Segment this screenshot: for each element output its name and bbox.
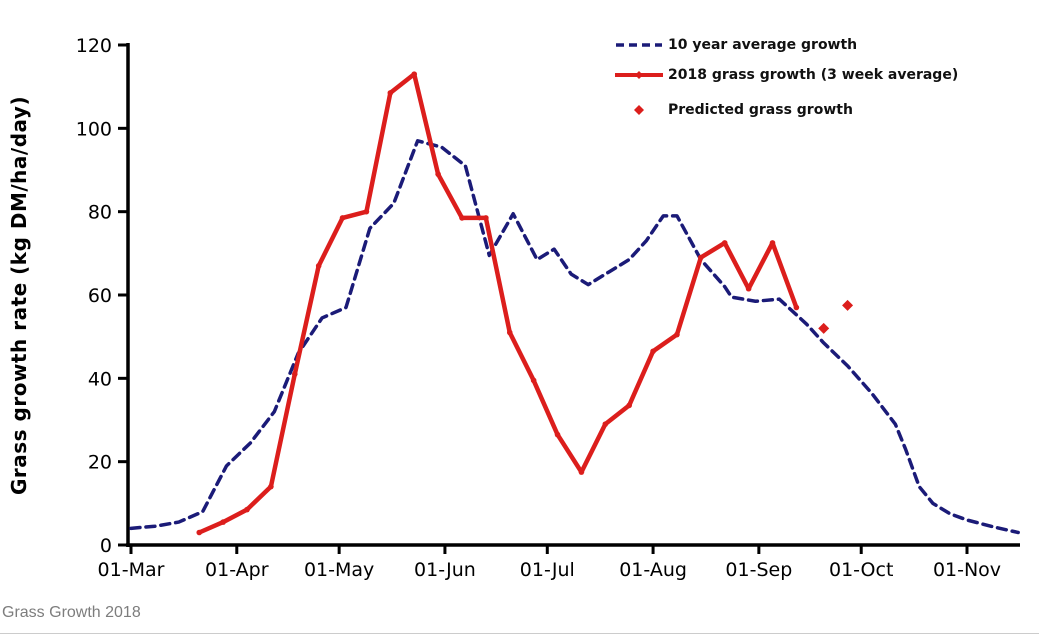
predicted-diamond [818,322,830,334]
diamond-icon [634,105,644,115]
grass-2018-marker [459,215,465,221]
plot-area: 0 20 40 60 80 100 120 01-Mar 01-Apr 01-May 01-Jun 0… [76,35,1020,581]
legend-label-predicted: Predicted grass growth [668,102,853,118]
grass-2018-marker [268,483,274,490]
legend-item-10-year-average: 10 year average growth [615,37,857,53]
y-tick-label: 80 [88,202,112,224]
grass-2018-marker [745,285,752,292]
ten-year-average-line [129,139,1020,535]
predicted-diamond [842,299,854,311]
grass-2018-marker [315,263,322,269]
y-tick-label: 40 [88,368,112,390]
x-tick-label: 01-Sep [725,559,792,581]
grass-2018-marker [530,377,537,384]
solid-line-icon [615,71,663,79]
grass-2018-marker [435,171,441,177]
grass-2018-marker [602,421,609,427]
grass-2018-marker [244,506,250,513]
grass-2018-marker [483,215,489,221]
grass-2018-marker [220,519,226,525]
legend-label-2018-growth: 2018 grass growth (3 week average) [668,67,959,83]
y-tick-label: 120 [76,35,112,57]
x-tick-label: 01-Oct [829,559,893,581]
grass-2018-marker [363,208,370,215]
y-tick-label: 20 [88,452,112,474]
x-tick-label: 01-May [304,559,374,581]
x-tick-label: 01-Apr [205,559,269,581]
grass-2018-marker [674,331,680,338]
x-tick-label: 01-Jun [414,559,476,581]
grass-growth-chart: Grass growth rate (kg DM/ha/day) 0 20 40 60… [7,35,1020,581]
chart-caption: Grass Growth 2018 [2,604,141,621]
grass-2018-marker [650,348,656,355]
legend-item-predicted: Predicted grass growth [615,102,853,118]
y-tick-label: 60 [88,285,112,307]
grass-2018-marker [339,215,346,221]
grass-2018-marker [578,469,585,475]
grass-2018-marker [554,431,561,438]
grass-2018-marker [769,240,776,246]
legend-label-10-year-average: 10 year average growth [668,37,858,53]
x-tick-label: 01-Jul [520,559,575,581]
bottom-divider [0,633,1039,634]
dashed-line-icon [616,43,662,47]
y-tick-label: 0 [100,535,112,557]
grass-2018-marker [698,254,704,261]
grass-2018-marker [387,90,394,96]
legend-item-2018-growth: 2018 grass growth (3 week average) [615,67,958,83]
x-tick-label: 01-Aug [619,559,687,581]
grass-2018-marker [411,71,418,77]
grass-2018-marker [721,240,728,246]
grass-2018-marker [506,329,513,336]
grass-2018-marker [626,402,632,409]
y-tick-label: 100 [76,118,112,140]
x-tick-label: 01-Mar [98,559,165,581]
x-tick-label: 01-Nov [933,559,1001,581]
grass-2018-marker [793,304,800,311]
grass-2018-marker [291,371,298,377]
grass-2018-line [196,71,799,535]
grass-2018-marker [196,529,203,536]
